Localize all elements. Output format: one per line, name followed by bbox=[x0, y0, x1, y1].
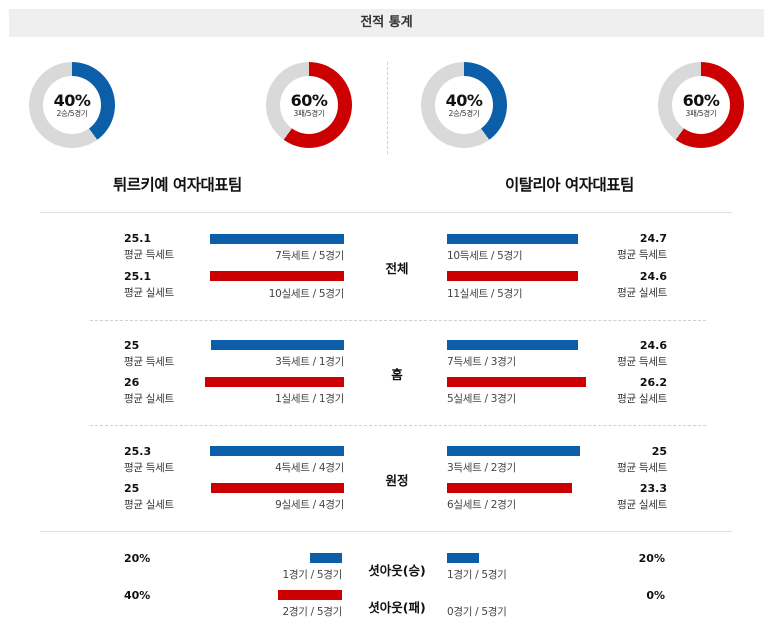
team-divider bbox=[387, 62, 388, 154]
left-shutout-win-caption: 1경기 / 5경기 bbox=[282, 569, 342, 581]
left-overall-won-label: 평균 득세트 bbox=[124, 249, 174, 261]
left-shutout-loss-bar bbox=[278, 590, 342, 600]
right-shutout-loss-caption: 0경기 / 5경기 bbox=[447, 606, 507, 618]
left-home-lost-caption: 1실세트 / 1경기 bbox=[275, 393, 344, 405]
right-away-lost-label: 평균 실세트 bbox=[617, 499, 667, 511]
right-overall-won-value: 24.7 bbox=[639, 232, 667, 245]
left-overall-lost-label: 평균 실세트 bbox=[124, 287, 174, 299]
left-shutout-loss-caption: 2경기 / 5경기 bbox=[282, 606, 342, 618]
left-home-won-label: 평균 득세트 bbox=[124, 356, 174, 368]
right-home-lost-caption: 5실세트 / 3경기 bbox=[447, 393, 516, 405]
divider bbox=[90, 320, 706, 321]
left-home-lost-label: 평균 실세트 bbox=[124, 393, 174, 405]
right-home-lost-value: 26.2 bbox=[639, 376, 667, 389]
right-overall-lost-caption: 11실세트 / 5경기 bbox=[447, 288, 523, 300]
section-away-label: 원정 bbox=[385, 473, 409, 488]
left-home-lost-value: 26 bbox=[124, 376, 140, 389]
right-loss-rate-donut: 60% 3패/5경기 bbox=[658, 62, 744, 148]
left-overall-won-value: 25.1 bbox=[124, 232, 152, 245]
section-overall-label: 전체 bbox=[385, 261, 409, 276]
left-home-won-caption: 3득세트 / 1경기 bbox=[275, 356, 344, 368]
right-overall-lost-value: 24.6 bbox=[639, 270, 667, 283]
left-win-record: 2승/5경기 bbox=[56, 109, 88, 118]
right-away-won-value: 25 bbox=[651, 445, 667, 458]
left-loss-rate-pct: 60% bbox=[290, 91, 328, 110]
left-away-lost-bar bbox=[211, 483, 344, 493]
right-home-won-caption: 7득세트 / 3경기 bbox=[447, 356, 516, 368]
left-away-won-label: 평균 득세트 bbox=[124, 462, 174, 474]
shutout-loss-label: 셧아웃(패) bbox=[368, 600, 426, 615]
right-overall-lost-bar bbox=[447, 271, 578, 281]
right-shutout-loss-pct: 0% bbox=[646, 589, 665, 602]
left-overall-lost-value: 25.1 bbox=[124, 270, 152, 283]
right-overall-won-label: 평균 득세트 bbox=[617, 249, 667, 261]
stats-header: 전적 통계 bbox=[9, 9, 764, 37]
left-away-lost-value: 25 bbox=[124, 482, 140, 495]
right-away-lost-caption: 6실세트 / 2경기 bbox=[447, 499, 516, 511]
right-win-rate-pct: 40% bbox=[445, 91, 483, 110]
right-away-won-caption: 3득세트 / 2경기 bbox=[447, 462, 516, 474]
left-team-name: 튀르키예 여자대표팀 bbox=[113, 176, 242, 194]
left-overall-won-bar bbox=[210, 234, 344, 244]
left-home-won-bar bbox=[211, 340, 344, 350]
right-home-lost-bar bbox=[447, 377, 586, 387]
right-win-record: 2승/5경기 bbox=[448, 109, 480, 118]
right-win-rate-donut: 40% 2승/5경기 bbox=[421, 62, 507, 148]
divider bbox=[40, 531, 732, 532]
left-home-won-value: 25 bbox=[124, 339, 140, 352]
left-away-won-caption: 4득세트 / 4경기 bbox=[275, 462, 344, 474]
right-team-name: 이탈리아 여자대표팀 bbox=[505, 176, 634, 194]
left-overall-won-caption: 7득세트 / 5경기 bbox=[275, 250, 344, 262]
right-home-won-value: 24.6 bbox=[639, 339, 667, 352]
divider bbox=[40, 212, 732, 213]
left-win-rate-donut: 40% 2승/5경기 bbox=[29, 62, 115, 148]
right-home-lost-label: 평균 실세트 bbox=[617, 393, 667, 405]
left-win-rate-pct: 40% bbox=[53, 91, 91, 110]
right-away-won-label: 평균 득세트 bbox=[617, 462, 667, 474]
right-shutout-win-caption: 1경기 / 5경기 bbox=[447, 569, 507, 581]
right-home-won-bar bbox=[447, 340, 578, 350]
right-away-won-bar bbox=[447, 446, 580, 456]
right-shutout-win-bar bbox=[447, 553, 479, 563]
right-loss-rate-pct: 60% bbox=[682, 91, 720, 110]
right-away-lost-bar bbox=[447, 483, 572, 493]
left-home-lost-bar bbox=[205, 377, 344, 387]
left-shutout-win-pct: 20% bbox=[124, 552, 151, 565]
right-loss-record: 3패/5경기 bbox=[685, 109, 717, 118]
left-shutout-loss-pct: 40% bbox=[124, 589, 151, 602]
left-away-won-value: 25.3 bbox=[124, 445, 152, 458]
right-home-won-label: 평균 득세트 bbox=[617, 356, 667, 368]
left-overall-lost-bar bbox=[210, 271, 344, 281]
left-loss-record: 3패/5경기 bbox=[293, 109, 325, 118]
right-overall-won-bar bbox=[447, 234, 578, 244]
left-away-lost-caption: 9실세트 / 4경기 bbox=[275, 499, 344, 511]
right-away-lost-value: 23.3 bbox=[639, 482, 667, 495]
left-shutout-win-bar bbox=[310, 553, 342, 563]
left-loss-rate-donut: 60% 3패/5경기 bbox=[266, 62, 352, 148]
section-home-label: 홈 bbox=[391, 367, 403, 382]
right-overall-lost-label: 평균 실세트 bbox=[617, 287, 667, 299]
left-overall-lost-caption: 10실세트 / 5경기 bbox=[268, 288, 345, 300]
divider bbox=[90, 425, 706, 426]
right-shutout-win-pct: 20% bbox=[638, 552, 665, 565]
left-away-lost-label: 평균 실세트 bbox=[124, 499, 174, 511]
left-away-won-bar bbox=[210, 446, 344, 456]
shutout-win-label: 셧아웃(승) bbox=[368, 563, 426, 578]
right-overall-won-caption: 10득세트 / 5경기 bbox=[447, 250, 523, 262]
